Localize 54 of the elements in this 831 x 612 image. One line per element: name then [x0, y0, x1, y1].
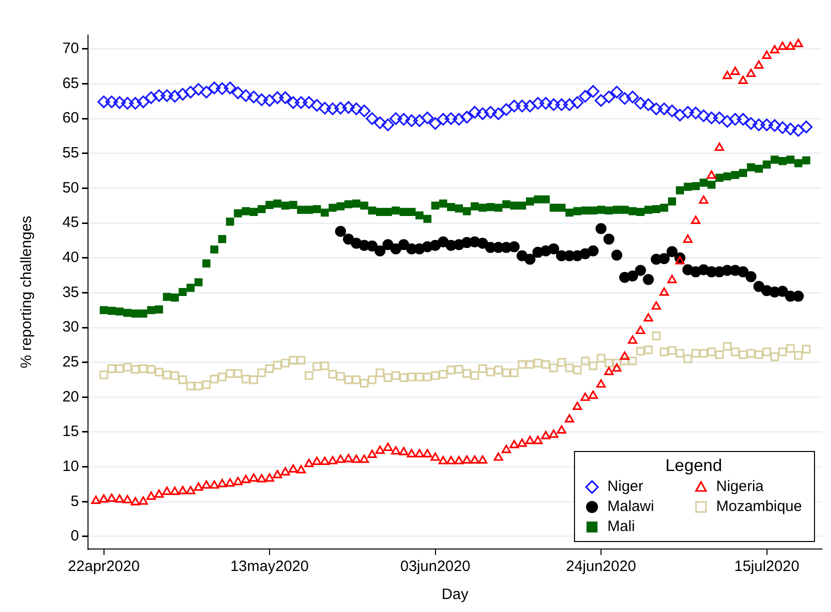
point [658, 253, 670, 264]
point [438, 236, 449, 248]
point [634, 264, 646, 276]
y-tick-label: 30 [62, 318, 79, 336]
legend-title: Legend [664, 456, 724, 476]
point [390, 243, 402, 254]
x-tick-label: 15jul2020 [734, 558, 800, 576]
y-tick-label: 10 [62, 458, 79, 475]
y-tick-label: 20 [62, 388, 79, 406]
legend-label: Malawi [607, 498, 654, 515]
y-tick-label: 60 [62, 110, 79, 127]
y-tick-label: 45 [62, 214, 79, 232]
point [374, 245, 386, 256]
point [596, 223, 607, 234]
y-tick-label: 65 [62, 74, 79, 92]
x-tick-label: 03jun2020 [400, 558, 470, 576]
legend-label: Niger [607, 478, 644, 495]
y-tick-label: 35 [62, 284, 79, 301]
point [335, 226, 346, 237]
y-tick-label: 5 [70, 492, 79, 510]
y-tick-label: 70 [62, 40, 79, 58]
point [753, 280, 764, 292]
point [777, 286, 788, 297]
point [548, 243, 560, 254]
point [477, 238, 488, 249]
point [642, 274, 654, 285]
legend-label: Mozambique [716, 498, 802, 515]
point [666, 246, 678, 258]
point [382, 239, 394, 250]
y-tick-label: 40 [62, 249, 79, 266]
legend-label: Mali [607, 518, 635, 535]
point [627, 270, 638, 282]
y-tick-label: 15 [62, 423, 79, 440]
point [745, 271, 756, 282]
point [366, 240, 378, 252]
legend-label: Nigeria [716, 478, 764, 495]
x-tick-label: 22apr2020 [68, 558, 140, 576]
y-tick-label: 55 [62, 144, 79, 162]
point [508, 241, 520, 252]
point [398, 239, 410, 250]
y-tick-label: 50 [62, 179, 79, 196]
point [588, 245, 599, 256]
point [611, 250, 622, 261]
y-axis-title: % reporting challenges [18, 216, 36, 368]
point [792, 290, 804, 302]
y-tick-label: 25 [62, 353, 79, 370]
point [342, 234, 354, 245]
y-tick-label: 0 [70, 528, 79, 545]
point [603, 234, 614, 245]
x-axis-title: Day [442, 586, 469, 604]
point [524, 254, 536, 265]
x-tick-label: 24jun2020 [566, 558, 636, 576]
point [738, 266, 749, 278]
x-tick-label: 13may2020 [230, 558, 309, 576]
